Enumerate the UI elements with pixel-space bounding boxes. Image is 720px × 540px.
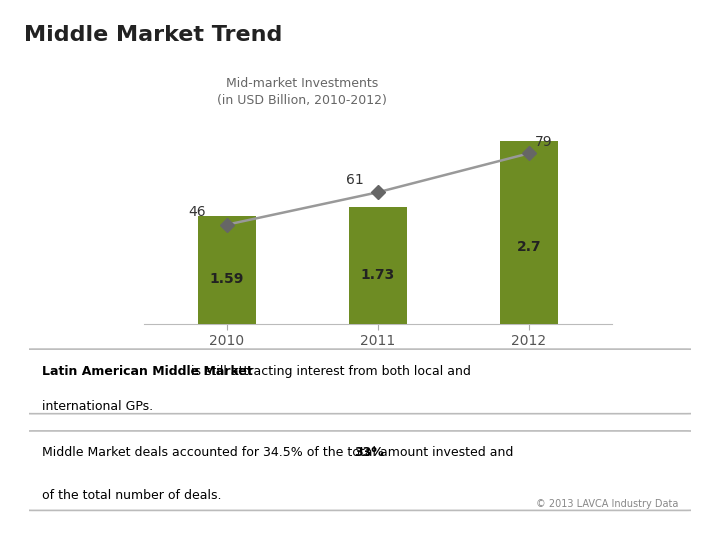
Bar — [349, 207, 407, 324]
FancyBboxPatch shape — [19, 431, 700, 510]
Text: 61: 61 — [346, 173, 364, 187]
Text: 79: 79 — [535, 135, 553, 149]
Text: 2.7: 2.7 — [517, 240, 541, 254]
FancyBboxPatch shape — [19, 349, 700, 414]
Text: 33%: 33% — [354, 446, 384, 458]
Text: © 2013 LAVCA Industry Data: © 2013 LAVCA Industry Data — [536, 498, 678, 509]
Text: 1.73: 1.73 — [361, 268, 395, 282]
Text: international GPs.: international GPs. — [42, 400, 153, 413]
Text: 46: 46 — [188, 205, 206, 219]
Text: is still attracting interest from both local and: is still attracting interest from both l… — [186, 365, 471, 378]
Text: of the total number of deals.: of the total number of deals. — [42, 489, 222, 502]
Text: Latin American Middle Market: Latin American Middle Market — [42, 365, 253, 378]
Text: Middle Market Trend: Middle Market Trend — [24, 25, 282, 45]
Text: Mid-market Investments
(in USD Billion, 2010-2012): Mid-market Investments (in USD Billion, … — [217, 77, 387, 107]
Bar — [500, 141, 558, 324]
Legend: $ Deals (Bn), #Deals: $ Deals (Bn), #Deals — [269, 372, 487, 384]
Text: 1.59: 1.59 — [210, 272, 244, 286]
Text: Middle Market deals accounted for 34.5% of the total amount invested and: Middle Market deals accounted for 34.5% … — [42, 446, 518, 458]
Bar — [198, 216, 256, 324]
